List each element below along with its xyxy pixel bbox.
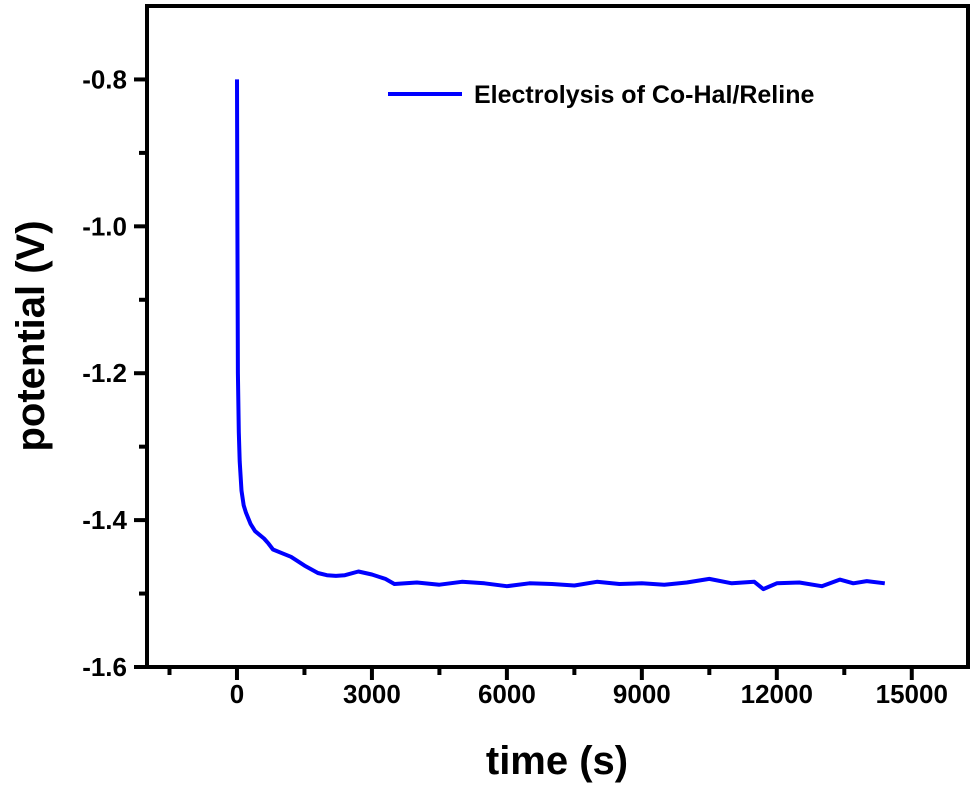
x-axis-label: time (s) bbox=[486, 739, 628, 783]
x-tick-label: 12000 bbox=[741, 679, 813, 709]
x-tick-label: 9000 bbox=[613, 679, 671, 709]
legend-label: Electrolysis of Co-Hal/Reline bbox=[474, 81, 814, 109]
x-tick-label: 3000 bbox=[343, 679, 401, 709]
y-tick-label: -1.6 bbox=[82, 652, 127, 682]
x-tick-label: 15000 bbox=[876, 679, 948, 709]
x-tick-label: 0 bbox=[230, 679, 244, 709]
y-tick-label: -1.2 bbox=[82, 358, 127, 388]
plot-frame bbox=[145, 4, 970, 669]
y-axis-label: potential (V) bbox=[9, 220, 53, 451]
x-tick-label: 6000 bbox=[478, 679, 536, 709]
y-tick-label: -0.8 bbox=[82, 64, 127, 94]
y-tick-label: -1.0 bbox=[82, 211, 127, 241]
series-line bbox=[235, 79, 886, 592]
ticks: 0 3000 6000 9000 12000 15000 -0.8 -1.0 -1.2 -1.4 -… bbox=[82, 64, 948, 709]
legend: Electrolysis of Co-Hal/Reline bbox=[388, 81, 814, 109]
y-tick-label: -1.4 bbox=[82, 505, 127, 535]
